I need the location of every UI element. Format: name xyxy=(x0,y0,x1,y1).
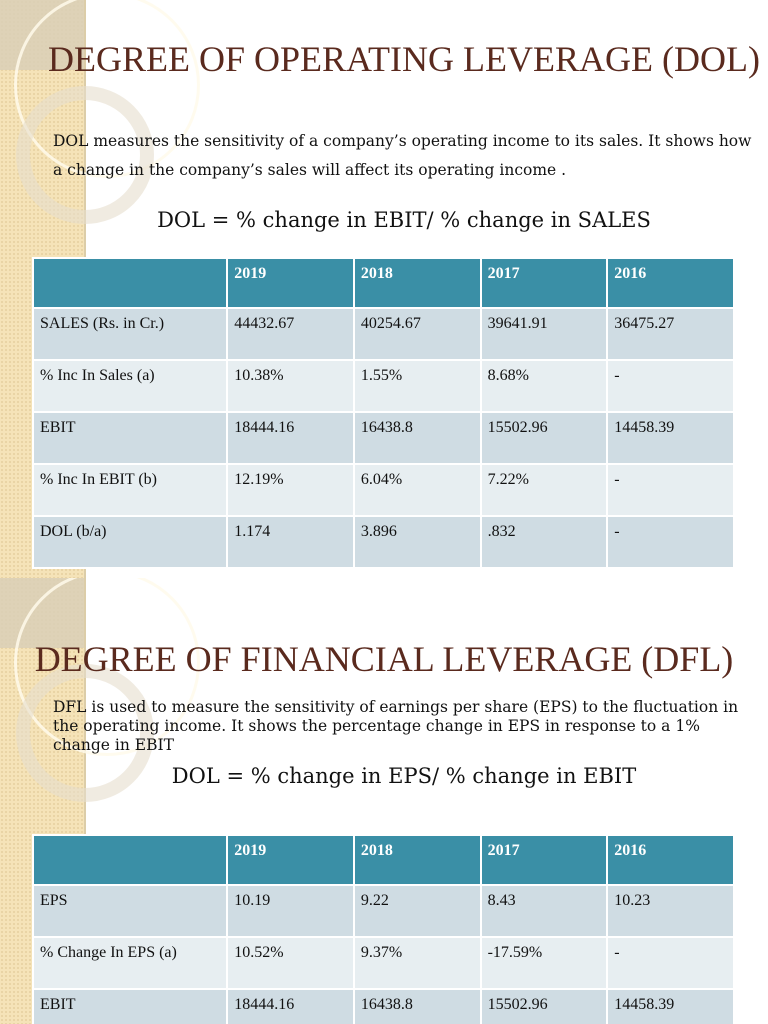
table-cell: 16438.8 xyxy=(352,411,482,465)
slide-title: DEGREE OF FINANCIAL LEVERAGE (DFL) xyxy=(34,639,734,679)
table-cell: 18444.16 xyxy=(226,988,355,1024)
table-cell: 7.22% xyxy=(479,463,609,517)
header-cell: 2016 xyxy=(606,834,735,886)
header-cell: 2017 xyxy=(479,834,609,886)
table-cell: 40254.67 xyxy=(352,307,482,361)
table-cell: 10.19 xyxy=(226,884,355,938)
table-cell: - xyxy=(606,515,735,569)
header-cell: 2019 xyxy=(226,257,355,309)
slide-dfl: DEGREE OF FINANCIAL LEVERAGE (DFL) DFL i… xyxy=(0,578,768,1024)
table-cell: 16438.8 xyxy=(352,988,482,1024)
slide-title: DEGREE OF OPERATING LEVERAGE (DOL) xyxy=(48,39,760,79)
table-cell: 18444.16 xyxy=(226,411,355,465)
table-row: SALES (Rs. in Cr.) 44432.67 40254.67 396… xyxy=(31,307,735,361)
header-cell xyxy=(31,834,229,886)
table-row: EBIT 18444.16 16438.8 15502.96 14458.39 xyxy=(31,988,735,1024)
table-cell: - xyxy=(606,936,735,990)
header-cell: 2018 xyxy=(352,834,482,886)
table-cell: .832 xyxy=(479,515,609,569)
dol-table: 2019 2018 2017 2016 SALES (Rs. in Cr.) 4… xyxy=(31,257,735,569)
slide-description: DOL measures the sensitivity of a compan… xyxy=(53,132,752,179)
header-cell: 2018 xyxy=(352,257,482,309)
table-cell: 44432.67 xyxy=(226,307,355,361)
table-row: % Change In EPS (a) 10.52% 9.37% -17.59%… xyxy=(31,936,735,990)
formula: DOL = % change in EBIT/ % change in SALE… xyxy=(157,208,651,232)
row-label: SALES (Rs. in Cr.) xyxy=(31,307,229,361)
table-cell: 15502.96 xyxy=(479,411,609,465)
table-header-row: 2019 2018 2017 2016 xyxy=(31,834,735,886)
row-label: DOL (b/a) xyxy=(31,515,229,569)
table-cell: 39641.91 xyxy=(479,307,609,361)
dfl-table: 2019 2018 2017 2016 EPS 10.19 9.22 8.43 … xyxy=(31,834,735,1024)
formula: DOL = % change in EPS/ % change in EBIT xyxy=(171,764,637,788)
row-label: % Inc In EBIT (b) xyxy=(31,463,229,517)
table-cell: 8.68% xyxy=(479,359,609,413)
table-header-row: 2019 2018 2017 2016 xyxy=(31,257,735,309)
row-label: % Change In EPS (a) xyxy=(31,936,229,990)
table-cell: 10.52% xyxy=(226,936,355,990)
table-row: EPS 10.19 9.22 8.43 10.23 xyxy=(31,884,735,938)
header-cell xyxy=(31,257,229,309)
table-cell: 1.55% xyxy=(352,359,482,413)
table-row: % Inc In Sales (a) 10.38% 1.55% 8.68% - xyxy=(31,359,735,413)
table-cell: 3.896 xyxy=(352,515,482,569)
table-cell: 14458.39 xyxy=(606,411,735,465)
row-label: % Inc In Sales (a) xyxy=(31,359,229,413)
table-cell: 36475.27 xyxy=(606,307,735,361)
table-cell: 10.38% xyxy=(226,359,355,413)
table-cell: 8.43 xyxy=(479,884,609,938)
table-cell: 15502.96 xyxy=(479,988,609,1024)
table-cell: 12.19% xyxy=(226,463,355,517)
table-cell: 1.174 xyxy=(226,515,355,569)
header-cell: 2017 xyxy=(479,257,609,309)
table-row: DOL (b/a) 1.174 3.896 .832 - xyxy=(31,515,735,569)
row-label: EPS xyxy=(31,884,229,938)
slide-description: DFL is used to measure the sensitivity o… xyxy=(53,698,739,754)
slide-dol: DEGREE OF OPERATING LEVERAGE (DOL) DOL m… xyxy=(0,0,760,578)
header-cell: 2019 xyxy=(226,834,355,886)
row-label: EBIT xyxy=(31,411,229,465)
table-row: % Inc In EBIT (b) 12.19% 6.04% 7.22% - xyxy=(31,463,735,517)
table-cell: 6.04% xyxy=(352,463,482,517)
table-cell: - xyxy=(606,463,735,517)
table-cell: 10.23 xyxy=(606,884,735,938)
table-cell: 9.22 xyxy=(352,884,482,938)
table-row: EBIT 18444.16 16438.8 15502.96 14458.39 xyxy=(31,411,735,465)
header-cell: 2016 xyxy=(606,257,735,309)
table-cell: 9.37% xyxy=(352,936,482,990)
row-label: EBIT xyxy=(31,988,229,1024)
table-cell: - xyxy=(606,359,735,413)
table-cell: -17.59% xyxy=(479,936,609,990)
table-cell: 14458.39 xyxy=(606,988,735,1024)
